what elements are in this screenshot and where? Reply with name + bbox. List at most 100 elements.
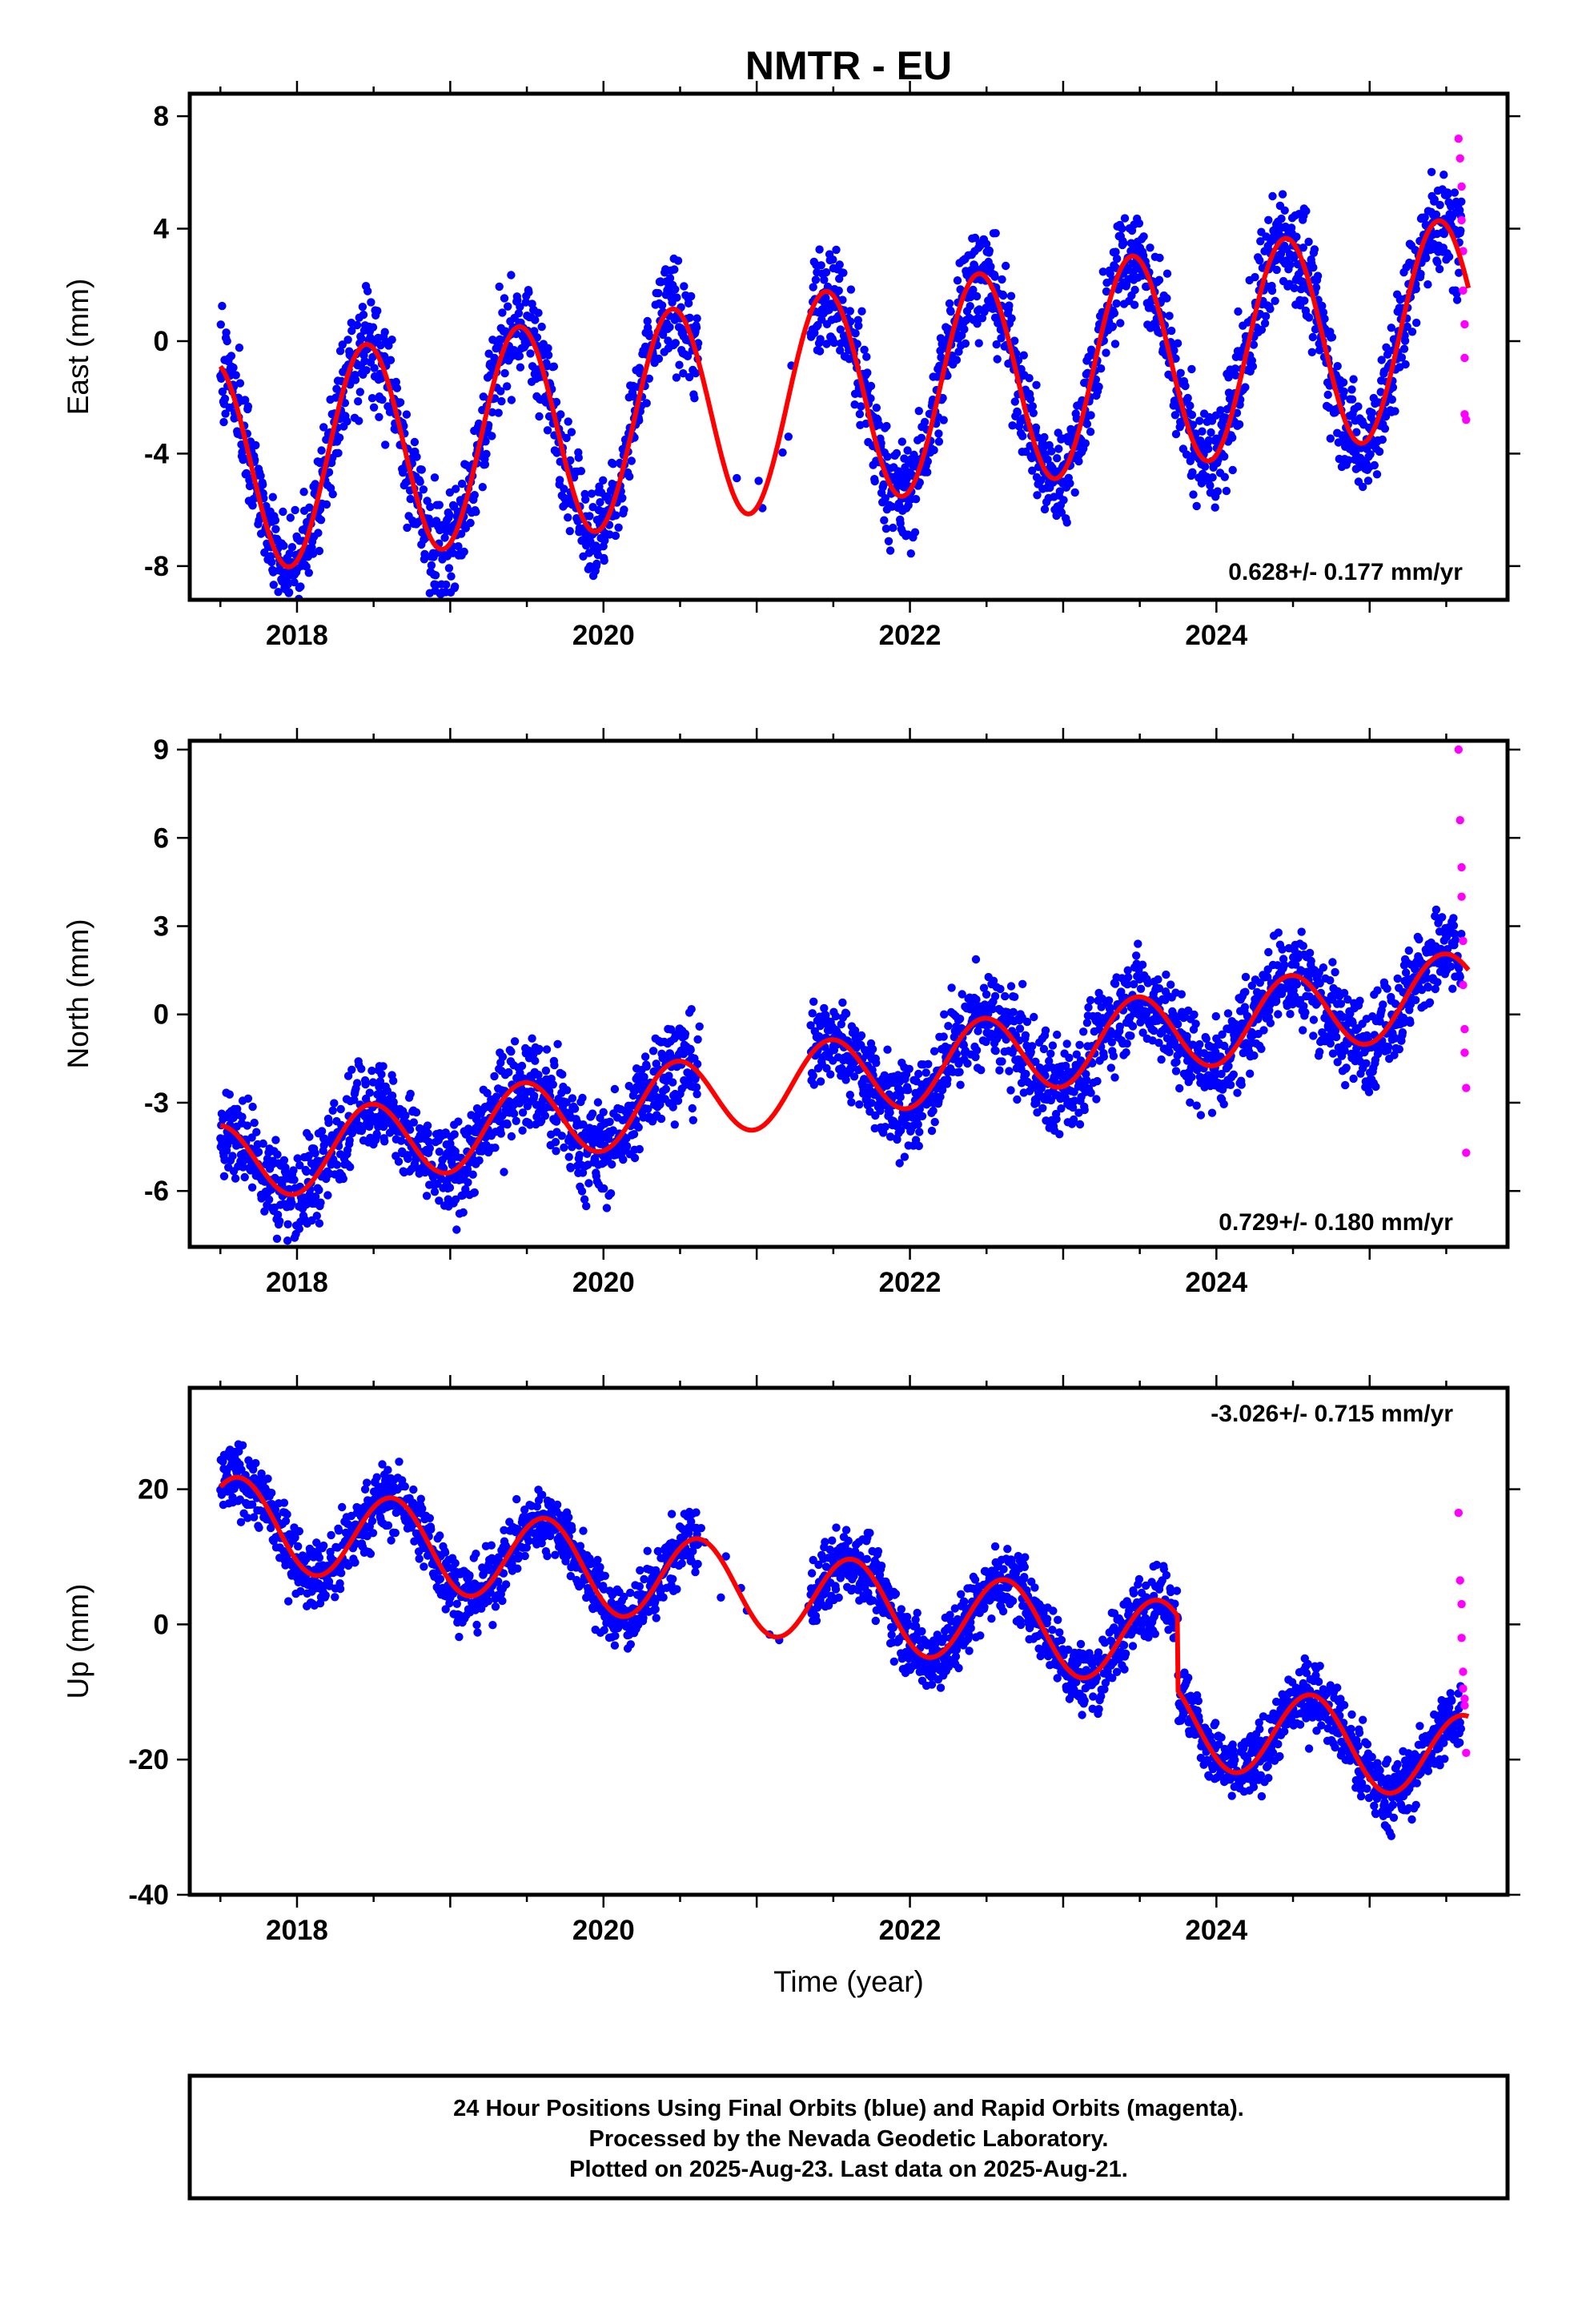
final-point xyxy=(754,476,763,485)
final-point xyxy=(1404,946,1414,955)
final-point xyxy=(683,352,693,360)
final-point xyxy=(552,397,561,407)
final-point xyxy=(692,1083,701,1092)
final-point xyxy=(1030,1012,1038,1022)
final-point xyxy=(905,1064,913,1074)
final-point xyxy=(1110,979,1120,988)
final-point xyxy=(1123,980,1132,989)
final-point xyxy=(820,275,829,284)
final-point xyxy=(425,1144,434,1153)
final-point xyxy=(985,246,994,255)
final-point xyxy=(651,1084,660,1094)
final-point xyxy=(1344,456,1353,464)
final-point xyxy=(610,1084,620,1094)
final-point xyxy=(1300,296,1309,305)
final-point xyxy=(319,423,328,432)
final-point xyxy=(540,1112,550,1120)
final-point xyxy=(287,543,297,552)
final-point xyxy=(1171,354,1180,363)
final-point xyxy=(218,387,227,396)
final-point xyxy=(290,577,299,587)
final-point xyxy=(893,1135,901,1144)
final-point xyxy=(1021,1031,1030,1040)
final-point xyxy=(363,287,372,296)
final-point xyxy=(1260,319,1270,328)
final-point xyxy=(606,1189,616,1198)
final-point xyxy=(575,1151,584,1160)
final-point xyxy=(1349,375,1358,384)
final-point xyxy=(963,1059,972,1068)
final-point xyxy=(1391,1034,1399,1043)
final-point xyxy=(1006,1086,1015,1095)
final-point xyxy=(849,1072,859,1081)
final-point xyxy=(424,1137,433,1147)
final-point xyxy=(260,1207,269,1216)
final-point xyxy=(491,1144,500,1152)
final-point xyxy=(1010,397,1020,406)
final-point xyxy=(564,417,572,426)
final-point xyxy=(1006,292,1016,300)
final-point xyxy=(1333,362,1342,371)
final-point xyxy=(218,301,227,311)
final-point xyxy=(1054,444,1063,453)
final-point xyxy=(556,410,565,419)
final-point xyxy=(551,1137,560,1147)
final-point xyxy=(1328,958,1337,967)
final-point xyxy=(1248,362,1258,371)
final-point xyxy=(367,394,377,403)
final-point xyxy=(354,397,363,406)
final-point xyxy=(1291,960,1300,969)
final-point xyxy=(322,500,331,509)
final-point xyxy=(881,494,890,503)
final-point xyxy=(1102,287,1111,296)
final-point xyxy=(1349,1074,1358,1084)
final-point xyxy=(1286,1010,1295,1019)
final-point xyxy=(1411,284,1420,294)
final-point xyxy=(1327,332,1337,342)
final-point xyxy=(250,1118,259,1128)
final-point xyxy=(534,308,543,317)
final-point xyxy=(442,580,451,589)
final-point xyxy=(562,1098,571,1107)
final-point xyxy=(1304,313,1314,322)
final-point xyxy=(685,313,694,322)
final-point xyxy=(512,1116,520,1126)
final-point xyxy=(338,340,347,349)
final-point xyxy=(565,527,574,536)
final-point xyxy=(809,997,818,1007)
final-point xyxy=(1062,1061,1070,1071)
final-point xyxy=(248,1102,257,1112)
final-point xyxy=(315,1185,323,1195)
final-point xyxy=(271,516,280,525)
final-point xyxy=(1304,237,1313,247)
model-curve xyxy=(218,218,1472,569)
final-point xyxy=(1352,428,1361,436)
final-point xyxy=(445,510,454,520)
final-point xyxy=(308,549,318,558)
final-point xyxy=(1057,508,1066,517)
final-point xyxy=(289,1250,297,1258)
final-point xyxy=(809,1080,818,1089)
final-point xyxy=(1005,301,1014,310)
final-point xyxy=(387,336,396,344)
final-point xyxy=(1119,239,1128,247)
final-point xyxy=(1192,501,1201,511)
final-point xyxy=(581,495,590,504)
final-point xyxy=(1309,1015,1319,1024)
final-point xyxy=(1172,1057,1181,1067)
final-point xyxy=(857,1031,866,1040)
final-point xyxy=(323,1191,332,1200)
final-point xyxy=(1250,1051,1259,1060)
final-point xyxy=(862,352,871,361)
final-point xyxy=(906,549,916,558)
final-point xyxy=(534,1108,544,1117)
final-point xyxy=(1187,364,1196,374)
final-point xyxy=(629,392,638,401)
final-point xyxy=(520,1094,529,1104)
final-point xyxy=(855,409,865,419)
final-point xyxy=(695,1022,704,1031)
final-point xyxy=(518,1126,527,1135)
final-point xyxy=(1129,979,1138,989)
